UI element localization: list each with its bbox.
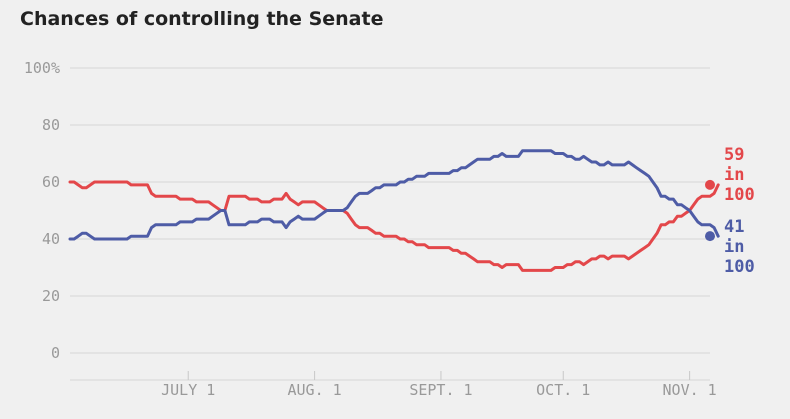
x-tick-label: SEPT. 1 <box>409 381 472 399</box>
republicans-end-label: 100 <box>724 185 755 205</box>
y-tick-label: 100% <box>24 59 60 77</box>
y-tick-label: 60 <box>42 173 60 191</box>
republicans-end-label: 59 <box>724 145 744 165</box>
x-tick-label: JULY 1 <box>161 381 215 399</box>
y-tick-label: 40 <box>42 230 60 248</box>
y-tick-label: 20 <box>42 287 60 305</box>
y-tick-label: 0 <box>51 344 60 362</box>
y-tick-label: 80 <box>42 116 60 134</box>
x-axis: JULY 1 AUG. 1 SEPT. 1 OCT. 1 NOV. 1 <box>70 371 717 399</box>
democrats-end-dot <box>705 231 715 242</box>
x-tick-label: AUG. 1 <box>287 381 341 399</box>
democrats-end-label: in <box>724 237 744 257</box>
x-tick-label: NOV. 1 <box>663 381 717 399</box>
chart-title: Chances of controlling the Senate <box>20 8 384 30</box>
democrats-end-label: 41 <box>724 217 744 237</box>
republicans-line <box>68 180 720 272</box>
democrats-line <box>68 149 720 241</box>
republicans-end-label: in <box>724 165 744 185</box>
republicans-end-dot <box>705 179 715 190</box>
democrats-end-label: 100 <box>724 257 755 277</box>
y-axis: 0 20 40 60 80 100% <box>24 59 60 362</box>
gridlines <box>70 67 710 354</box>
x-tick-label: OCT. 1 <box>536 381 590 399</box>
series-lines <box>68 149 720 272</box>
